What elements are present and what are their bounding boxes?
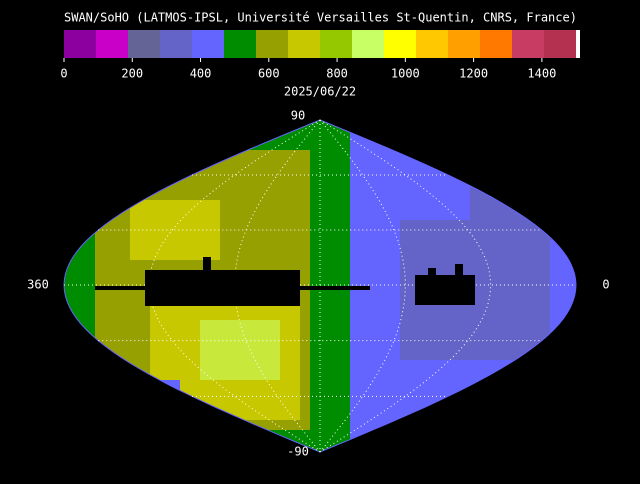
right-label: 0 [602, 278, 609, 292]
bottom-label: -90 [287, 445, 309, 459]
colorbar-tick-label: 600 [258, 67, 280, 81]
colorbar-swatch [544, 30, 576, 58]
colorbar-tick-label: 800 [326, 67, 348, 81]
colorbar-swatch [448, 30, 480, 58]
colorbar-swatch [576, 30, 580, 58]
colorbar-swatch [352, 30, 384, 58]
colorbar-swatch [384, 30, 416, 58]
grid [64, 119, 576, 453]
obstructions [95, 257, 475, 306]
colorbar-swatch [96, 30, 128, 58]
left-label: 360 [27, 278, 49, 292]
colorbar-swatch [320, 30, 352, 58]
colorbar-tick-label: 200 [121, 67, 143, 81]
colorbar-tick-label: 400 [190, 67, 212, 81]
title: SWAN/SoHO (LATMOS-IPSL, Université Versa… [64, 11, 577, 25]
date: 2025/06/22 [284, 85, 356, 99]
colorbar: 0 200 400 600 800 1000 1200 1400 [60, 30, 580, 81]
colorbar-swatch [288, 30, 320, 58]
colorbar-swatch [128, 30, 160, 58]
colorbar-swatch [256, 30, 288, 58]
colorbar-tick-label: 1400 [527, 67, 556, 81]
colorbar-swatch [512, 30, 544, 58]
colorbar-swatch [160, 30, 192, 58]
colorbar-swatch [416, 30, 448, 58]
top-label: 90 [291, 109, 305, 123]
colorbar-swatch [192, 30, 224, 58]
colorbar-tick-label: 1200 [459, 67, 488, 81]
colorbar-tick-label: 1000 [391, 67, 420, 81]
colorbar-tick-label: 0 [60, 67, 67, 81]
colorbar-swatch [224, 30, 256, 58]
colorbar-swatch [64, 30, 96, 58]
colorbar-swatch [480, 30, 512, 58]
